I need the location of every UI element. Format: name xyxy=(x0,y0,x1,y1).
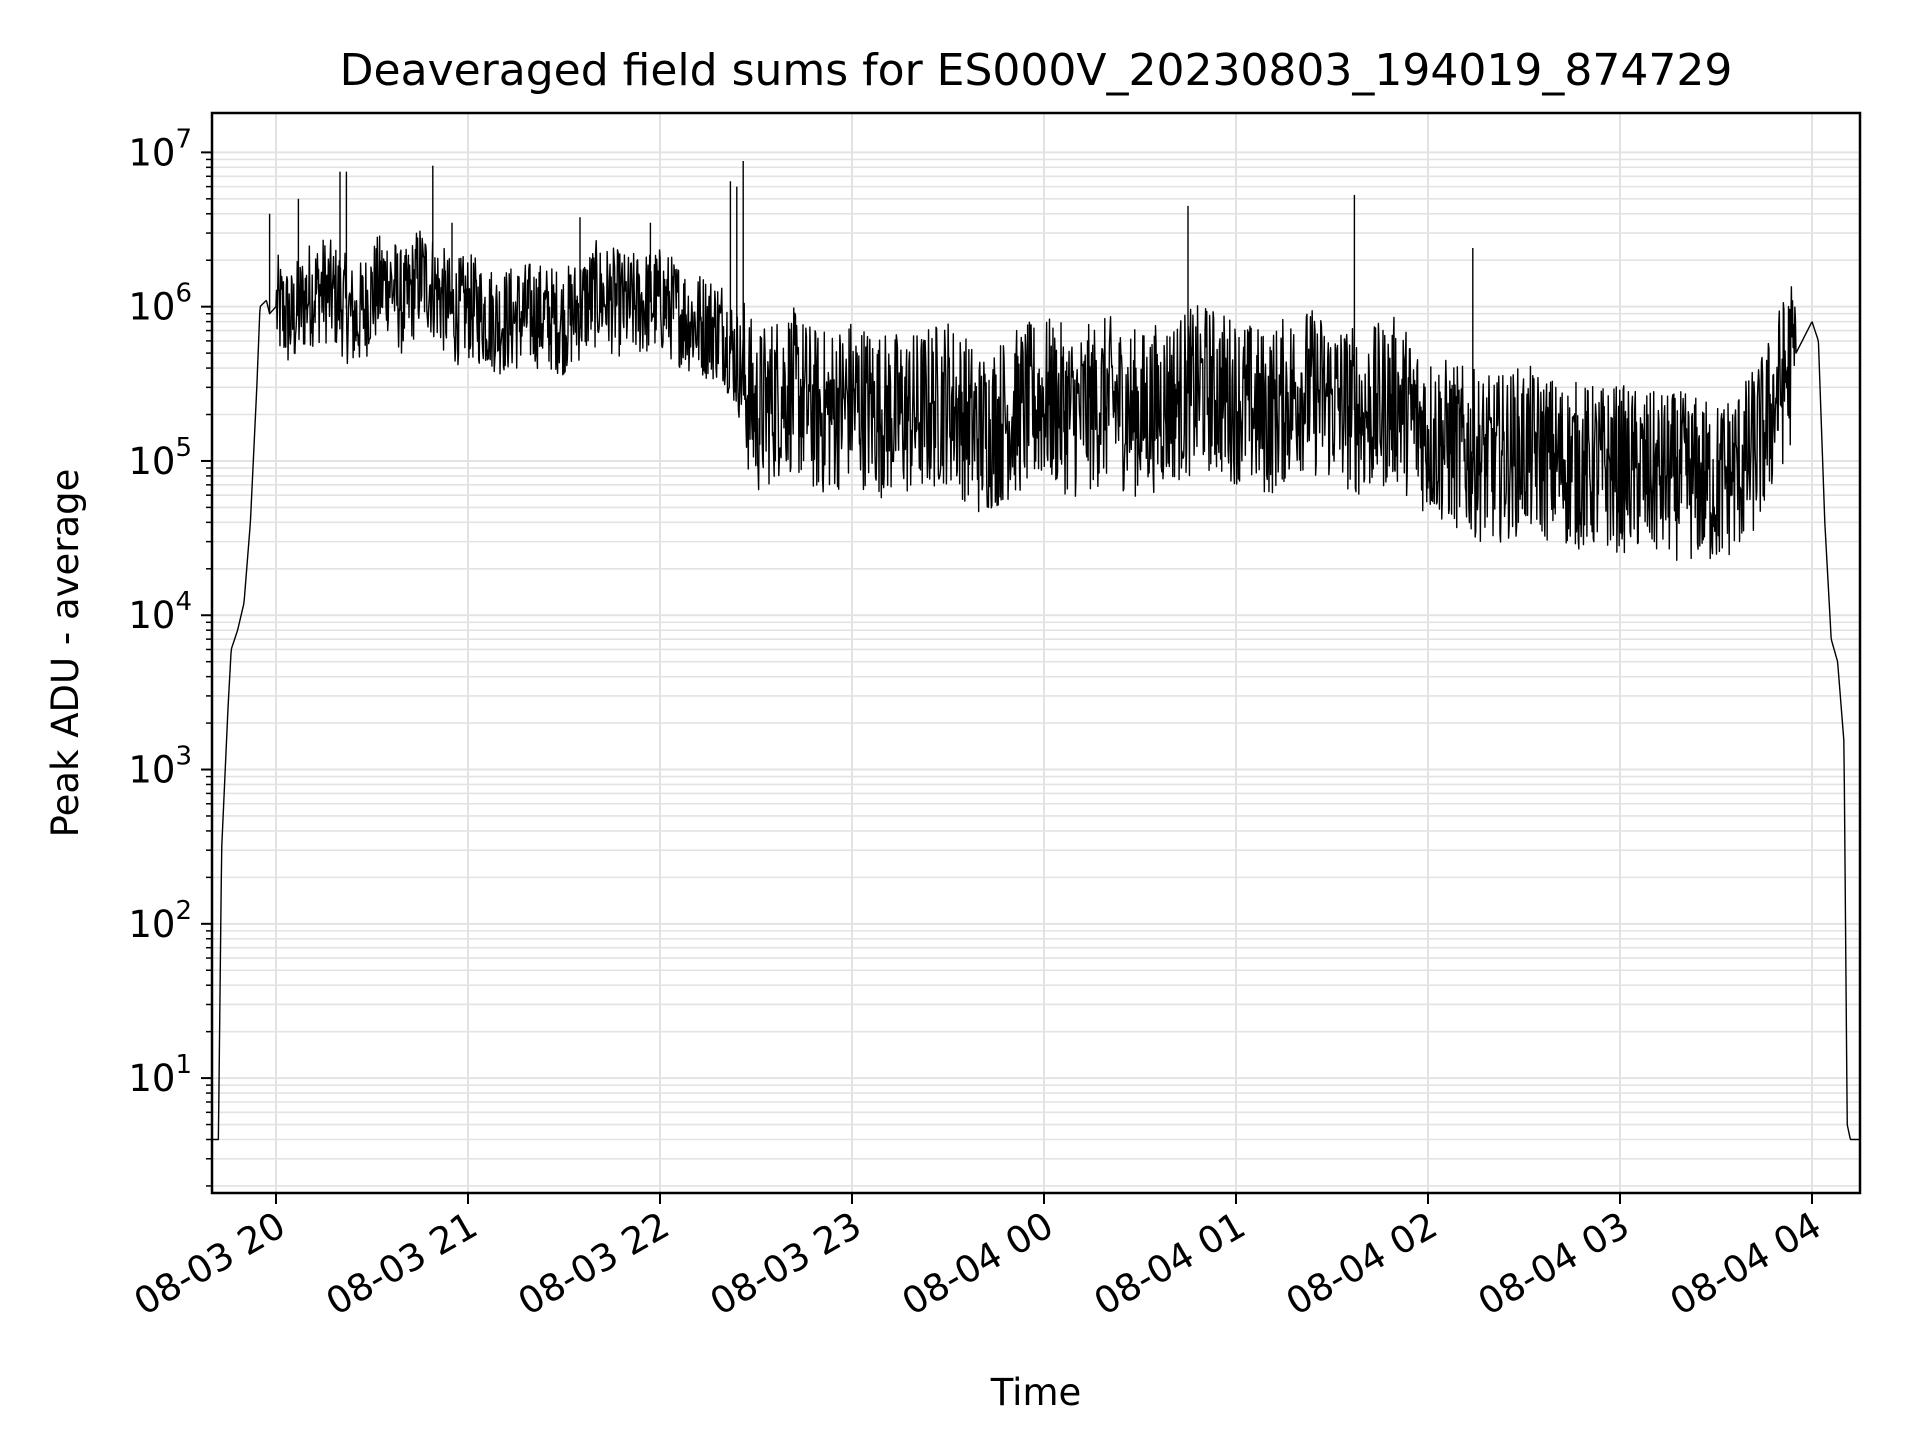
y-tick-exponent: 4 xyxy=(175,587,192,617)
y-tick-base: 10 xyxy=(128,131,175,174)
x-axis-label: Time xyxy=(990,1371,1082,1414)
y-axis-label: Peak ADU - average xyxy=(44,469,87,838)
y-tick-base: 10 xyxy=(128,594,175,637)
y-tick-exponent: 7 xyxy=(175,124,192,154)
data-line xyxy=(211,160,1861,1141)
y-tick-label: 107 xyxy=(128,124,192,174)
chart-title: Deaveraged field sums for ES000V_2023080… xyxy=(340,45,1733,96)
y-tick-exponent: 3 xyxy=(175,742,192,772)
series-line xyxy=(211,230,1861,1141)
y-tick-base: 10 xyxy=(128,1057,175,1100)
y-tick-label: 103 xyxy=(128,742,192,792)
y-tick-exponent: 6 xyxy=(175,279,192,309)
y-tick-base: 10 xyxy=(128,749,175,792)
y-tick-label: 105 xyxy=(128,433,192,483)
y-tick-base: 10 xyxy=(128,903,175,946)
y-tick-exponent: 1 xyxy=(175,1050,192,1080)
y-tick-label: 102 xyxy=(128,896,192,946)
y-tick-exponent: 5 xyxy=(175,433,192,463)
plot-frame xyxy=(210,111,1862,1195)
y-tick-base: 10 xyxy=(128,440,175,483)
y-tick-label: 101 xyxy=(128,1050,192,1100)
y-tick-exponent: 2 xyxy=(175,896,192,926)
y-tick-label: 106 xyxy=(128,279,192,329)
y-tick-base: 10 xyxy=(128,286,175,329)
y-tick-label: 104 xyxy=(128,587,192,637)
